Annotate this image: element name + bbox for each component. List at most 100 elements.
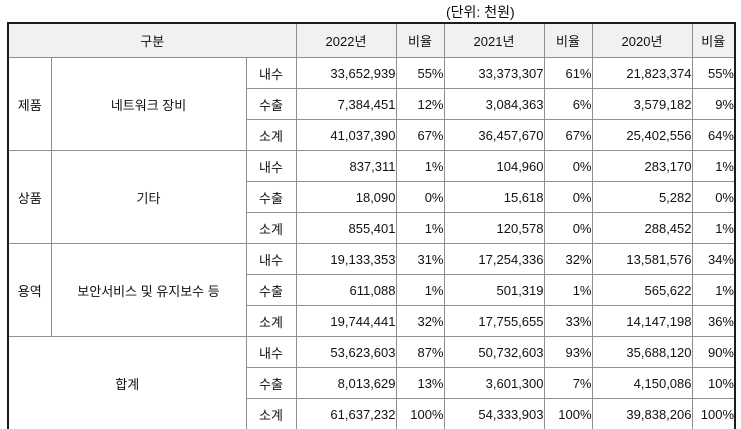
ratio-cell: 1% bbox=[395, 274, 445, 306]
ratio-cell: 55% bbox=[395, 57, 445, 89]
ratio-cell: 10% bbox=[691, 367, 736, 399]
channel-cell: 수출 bbox=[245, 88, 297, 120]
ratio-cell: 0% bbox=[691, 181, 736, 213]
ratio-cell: 13% bbox=[395, 367, 445, 399]
amount-cell: 3,579,182 bbox=[591, 88, 693, 120]
ratio-cell: 32% bbox=[543, 243, 593, 275]
amount-cell: 8,013,629 bbox=[295, 367, 397, 399]
amount-cell: 19,133,353 bbox=[295, 243, 397, 275]
ratio-cell: 100% bbox=[691, 398, 736, 429]
amount-cell: 33,652,939 bbox=[295, 57, 397, 89]
ratio-cell: 64% bbox=[691, 119, 736, 151]
item-name-cell: 네트워크 장비 bbox=[50, 57, 247, 151]
col-header: 2022년 bbox=[295, 22, 397, 58]
ratio-cell: 1% bbox=[543, 274, 593, 306]
amount-cell: 14,147,198 bbox=[591, 305, 693, 337]
amount-cell: 837,311 bbox=[295, 150, 397, 182]
ratio-cell: 0% bbox=[543, 150, 593, 182]
channel-cell: 소계 bbox=[245, 398, 297, 429]
amount-cell: 35,688,120 bbox=[591, 336, 693, 368]
col-header: 비율 bbox=[395, 22, 445, 58]
ratio-cell: 32% bbox=[395, 305, 445, 337]
ratio-cell: 1% bbox=[691, 150, 736, 182]
ratio-cell: 1% bbox=[691, 274, 736, 306]
amount-cell: 283,170 bbox=[591, 150, 693, 182]
ratio-cell: 61% bbox=[543, 57, 593, 89]
category-cell: 합계 bbox=[7, 336, 247, 429]
amount-cell: 17,755,655 bbox=[443, 305, 545, 337]
category-cell: 상품 bbox=[7, 150, 52, 244]
sales-breakdown-table: 구분 2022년 비율 2021년 비율 2020년 비율 제품 네트워크 장비 내수 33,65… bbox=[7, 22, 736, 429]
ratio-cell: 1% bbox=[395, 150, 445, 182]
amount-cell: 50,732,603 bbox=[443, 336, 545, 368]
item-name-cell: 보안서비스 및 유지보수 등 bbox=[50, 243, 247, 337]
ratio-cell: 90% bbox=[691, 336, 736, 368]
channel-cell: 수출 bbox=[245, 367, 297, 399]
ratio-cell: 87% bbox=[395, 336, 445, 368]
amount-cell: 17,254,336 bbox=[443, 243, 545, 275]
channel-cell: 내수 bbox=[245, 243, 297, 275]
table-row: 소계 855,401 1% 120,578 0% 288,452 1% bbox=[8, 212, 736, 244]
col-header: 2020년 bbox=[591, 22, 693, 58]
amount-cell: 501,319 bbox=[443, 274, 545, 306]
ratio-cell: 100% bbox=[543, 398, 593, 429]
channel-cell: 내수 bbox=[245, 150, 297, 182]
table-row: 수출 18,090 0% 15,618 0% 5,282 0% bbox=[8, 181, 736, 213]
table-row: 소계 41,037,390 67% 36,457,670 67% 25,402,556 64… bbox=[8, 119, 736, 151]
ratio-cell: 7% bbox=[543, 367, 593, 399]
col-header: 2021년 bbox=[443, 22, 545, 58]
amount-cell: 3,084,363 bbox=[443, 88, 545, 120]
amount-cell: 36,457,670 bbox=[443, 119, 545, 151]
table-row: 제품 네트워크 장비 내수 33,652,939 55% 33,373,307 61% 21,… bbox=[7, 57, 736, 151]
ratio-cell: 67% bbox=[395, 119, 445, 151]
ratio-cell: 100% bbox=[395, 398, 445, 429]
ratio-cell: 93% bbox=[543, 336, 593, 368]
col-header: 비율 bbox=[543, 22, 593, 58]
item-name-cell: 기타 bbox=[50, 150, 247, 244]
amount-cell: 61,637,232 bbox=[295, 398, 397, 429]
ratio-cell: 31% bbox=[395, 243, 445, 275]
ratio-cell: 9% bbox=[691, 88, 736, 120]
amount-cell: 120,578 bbox=[443, 212, 545, 244]
amount-cell: 7,384,451 bbox=[295, 88, 397, 120]
ratio-cell: 55% bbox=[691, 57, 736, 89]
amount-cell: 3,601,300 bbox=[443, 367, 545, 399]
col-header-gubun: 구분 bbox=[7, 22, 297, 58]
amount-cell: 33,373,307 bbox=[443, 57, 545, 89]
table-row: 수출 7,384,451 12% 3,084,363 6% 3,579,182 9% bbox=[8, 88, 736, 120]
amount-cell: 611,088 bbox=[295, 274, 397, 306]
channel-cell: 소계 bbox=[245, 119, 297, 151]
amount-cell: 288,452 bbox=[591, 212, 693, 244]
amount-cell: 53,623,603 bbox=[295, 336, 397, 368]
unit-label: (단위: 천원) bbox=[446, 4, 515, 20]
amount-cell: 565,622 bbox=[591, 274, 693, 306]
amount-cell: 21,823,374 bbox=[591, 57, 693, 89]
amount-cell: 39,838,206 bbox=[591, 398, 693, 429]
header-row: 구분 2022년 비율 2021년 비율 2020년 비율 bbox=[7, 22, 736, 58]
category-cell: 용역 bbox=[7, 243, 52, 337]
table-row: 합계 내수 53,623,603 87% 50,732,603 93% 35,688,120… bbox=[7, 336, 736, 429]
channel-cell: 소계 bbox=[245, 305, 297, 337]
amount-cell: 855,401 bbox=[295, 212, 397, 244]
ratio-cell: 1% bbox=[395, 212, 445, 244]
ratio-cell: 6% bbox=[543, 88, 593, 120]
amount-cell: 104,960 bbox=[443, 150, 545, 182]
ratio-cell: 0% bbox=[543, 181, 593, 213]
amount-cell: 54,333,903 bbox=[443, 398, 545, 429]
amount-cell: 5,282 bbox=[591, 181, 693, 213]
amount-cell: 41,037,390 bbox=[295, 119, 397, 151]
col-header: 비율 bbox=[691, 22, 736, 58]
channel-cell: 수출 bbox=[245, 181, 297, 213]
ratio-cell: 1% bbox=[691, 212, 736, 244]
table-row: 소계 61,637,232 100% 54,333,903 100% 39,838,206… bbox=[8, 398, 736, 429]
amount-cell: 15,618 bbox=[443, 181, 545, 213]
table-row: 상품 기타 내수 837,311 1% 104,960 0% 283,170 1% bbox=[7, 150, 736, 244]
amount-cell: 25,402,556 bbox=[591, 119, 693, 151]
amount-cell: 4,150,086 bbox=[591, 367, 693, 399]
category-cell: 제품 bbox=[7, 57, 52, 151]
channel-cell: 수출 bbox=[245, 274, 297, 306]
ratio-cell: 0% bbox=[543, 212, 593, 244]
ratio-cell: 33% bbox=[543, 305, 593, 337]
amount-cell: 18,090 bbox=[295, 181, 397, 213]
